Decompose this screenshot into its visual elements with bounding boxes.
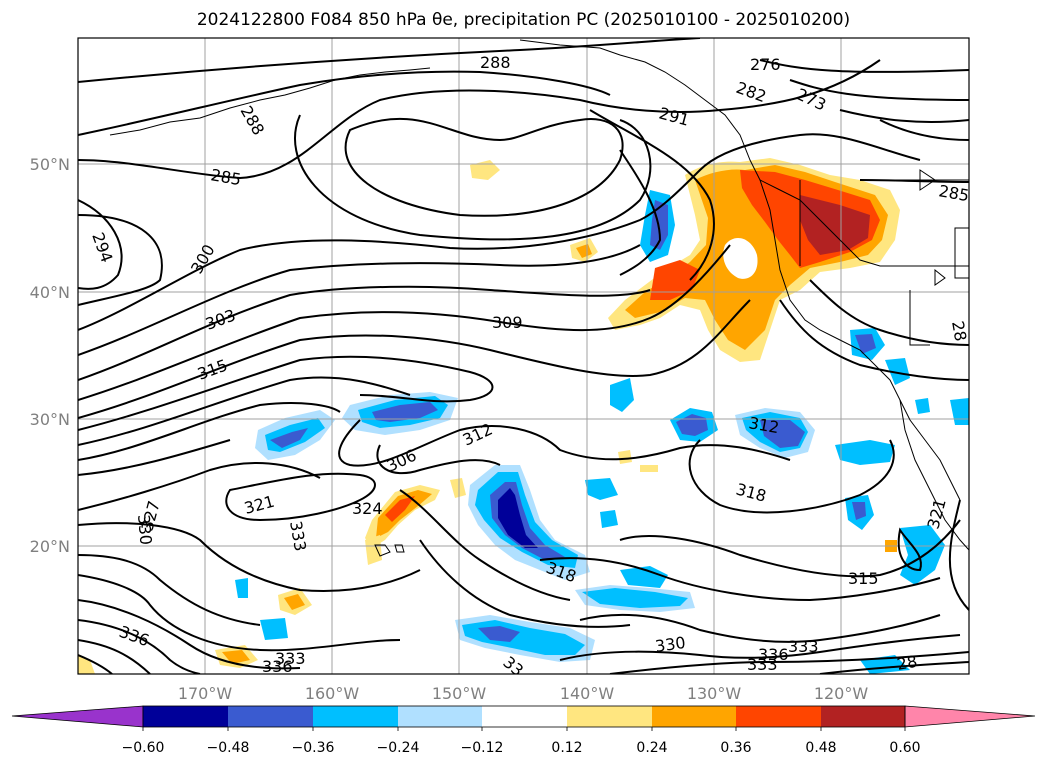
colorbar-bin [398,706,482,727]
lon-tick-label: 160°W [305,684,360,703]
figure-title: 2024122800 F084 850 hPa θe, precipitatio… [196,10,851,30]
contour-label: 336 [262,657,293,676]
colorbar-label: −0.24 [377,740,420,756]
contour-label: 324 [352,499,383,518]
colorbar-bin [228,706,313,727]
lon-tick-label: 120°W [814,684,869,703]
contour-label: 330 [654,633,687,656]
contour-label: 333 [747,655,778,674]
colorbar-outline [142,705,906,728]
colorbar-label: 0.36 [720,740,751,756]
colorbar-label: 0.48 [805,740,836,756]
colorbar-extend-low [11,705,144,728]
lat-tick-labels: 50°N 40°N 30°N 20°N [30,155,70,556]
map-frame [77,37,970,675]
lat-tick-label: 30°N [30,410,70,429]
contour-label: 276 [750,55,781,74]
colorbar-label: 0.60 [889,740,920,756]
precip-shading [78,158,969,674]
lon-tick-label: 140°W [560,684,615,703]
contour-label: 333 [788,637,819,656]
colorbar-bin [821,706,905,727]
colorbar-extend-high [904,705,1036,728]
lat-tick-label: 40°N [30,283,70,302]
contour-label: 330 [134,514,156,546]
lon-tick-labels: 170°W 160°W 150°W 140°W 130°W 120°W [178,684,869,703]
colorbar-label: −0.36 [292,740,335,756]
colorbar-bin [567,706,652,727]
lat-tick-label: 20°N [30,537,70,556]
colorbar-bin [736,706,821,727]
colorbar: −0.60 −0.48 −0.36 −0.24 −0.12 0.12 0.24 … [11,705,1036,756]
theta-e-contours [78,38,969,674]
coastlines [109,39,969,557]
lon-tick-label: 130°W [687,684,742,703]
lon-tick-label: 170°W [178,684,233,703]
contour-label: 333 [275,649,306,668]
colorbar-label: 0.12 [551,740,582,756]
colorbar-bin [143,706,228,727]
contour-label: 288 [480,53,511,72]
colorbar-bin [482,706,567,727]
contour-label: 309 [492,313,523,332]
colorbar-label: −0.12 [461,740,504,756]
lat-tick-label: 50°N [30,155,70,174]
map-frame-bg [78,38,969,674]
colorbar-bin [652,706,736,727]
colorbar-label: −0.48 [207,740,250,756]
contour-label: 28 [948,319,970,342]
colorbar-label: −0.60 [122,740,165,756]
colorbar-bin [313,706,398,727]
contour-label: 315 [848,569,879,588]
lon-tick-label: 150°W [432,684,487,703]
colorbar-label: 0.24 [636,740,667,756]
contour-label: 28 [895,652,918,674]
contour-label: 336 [758,645,789,664]
